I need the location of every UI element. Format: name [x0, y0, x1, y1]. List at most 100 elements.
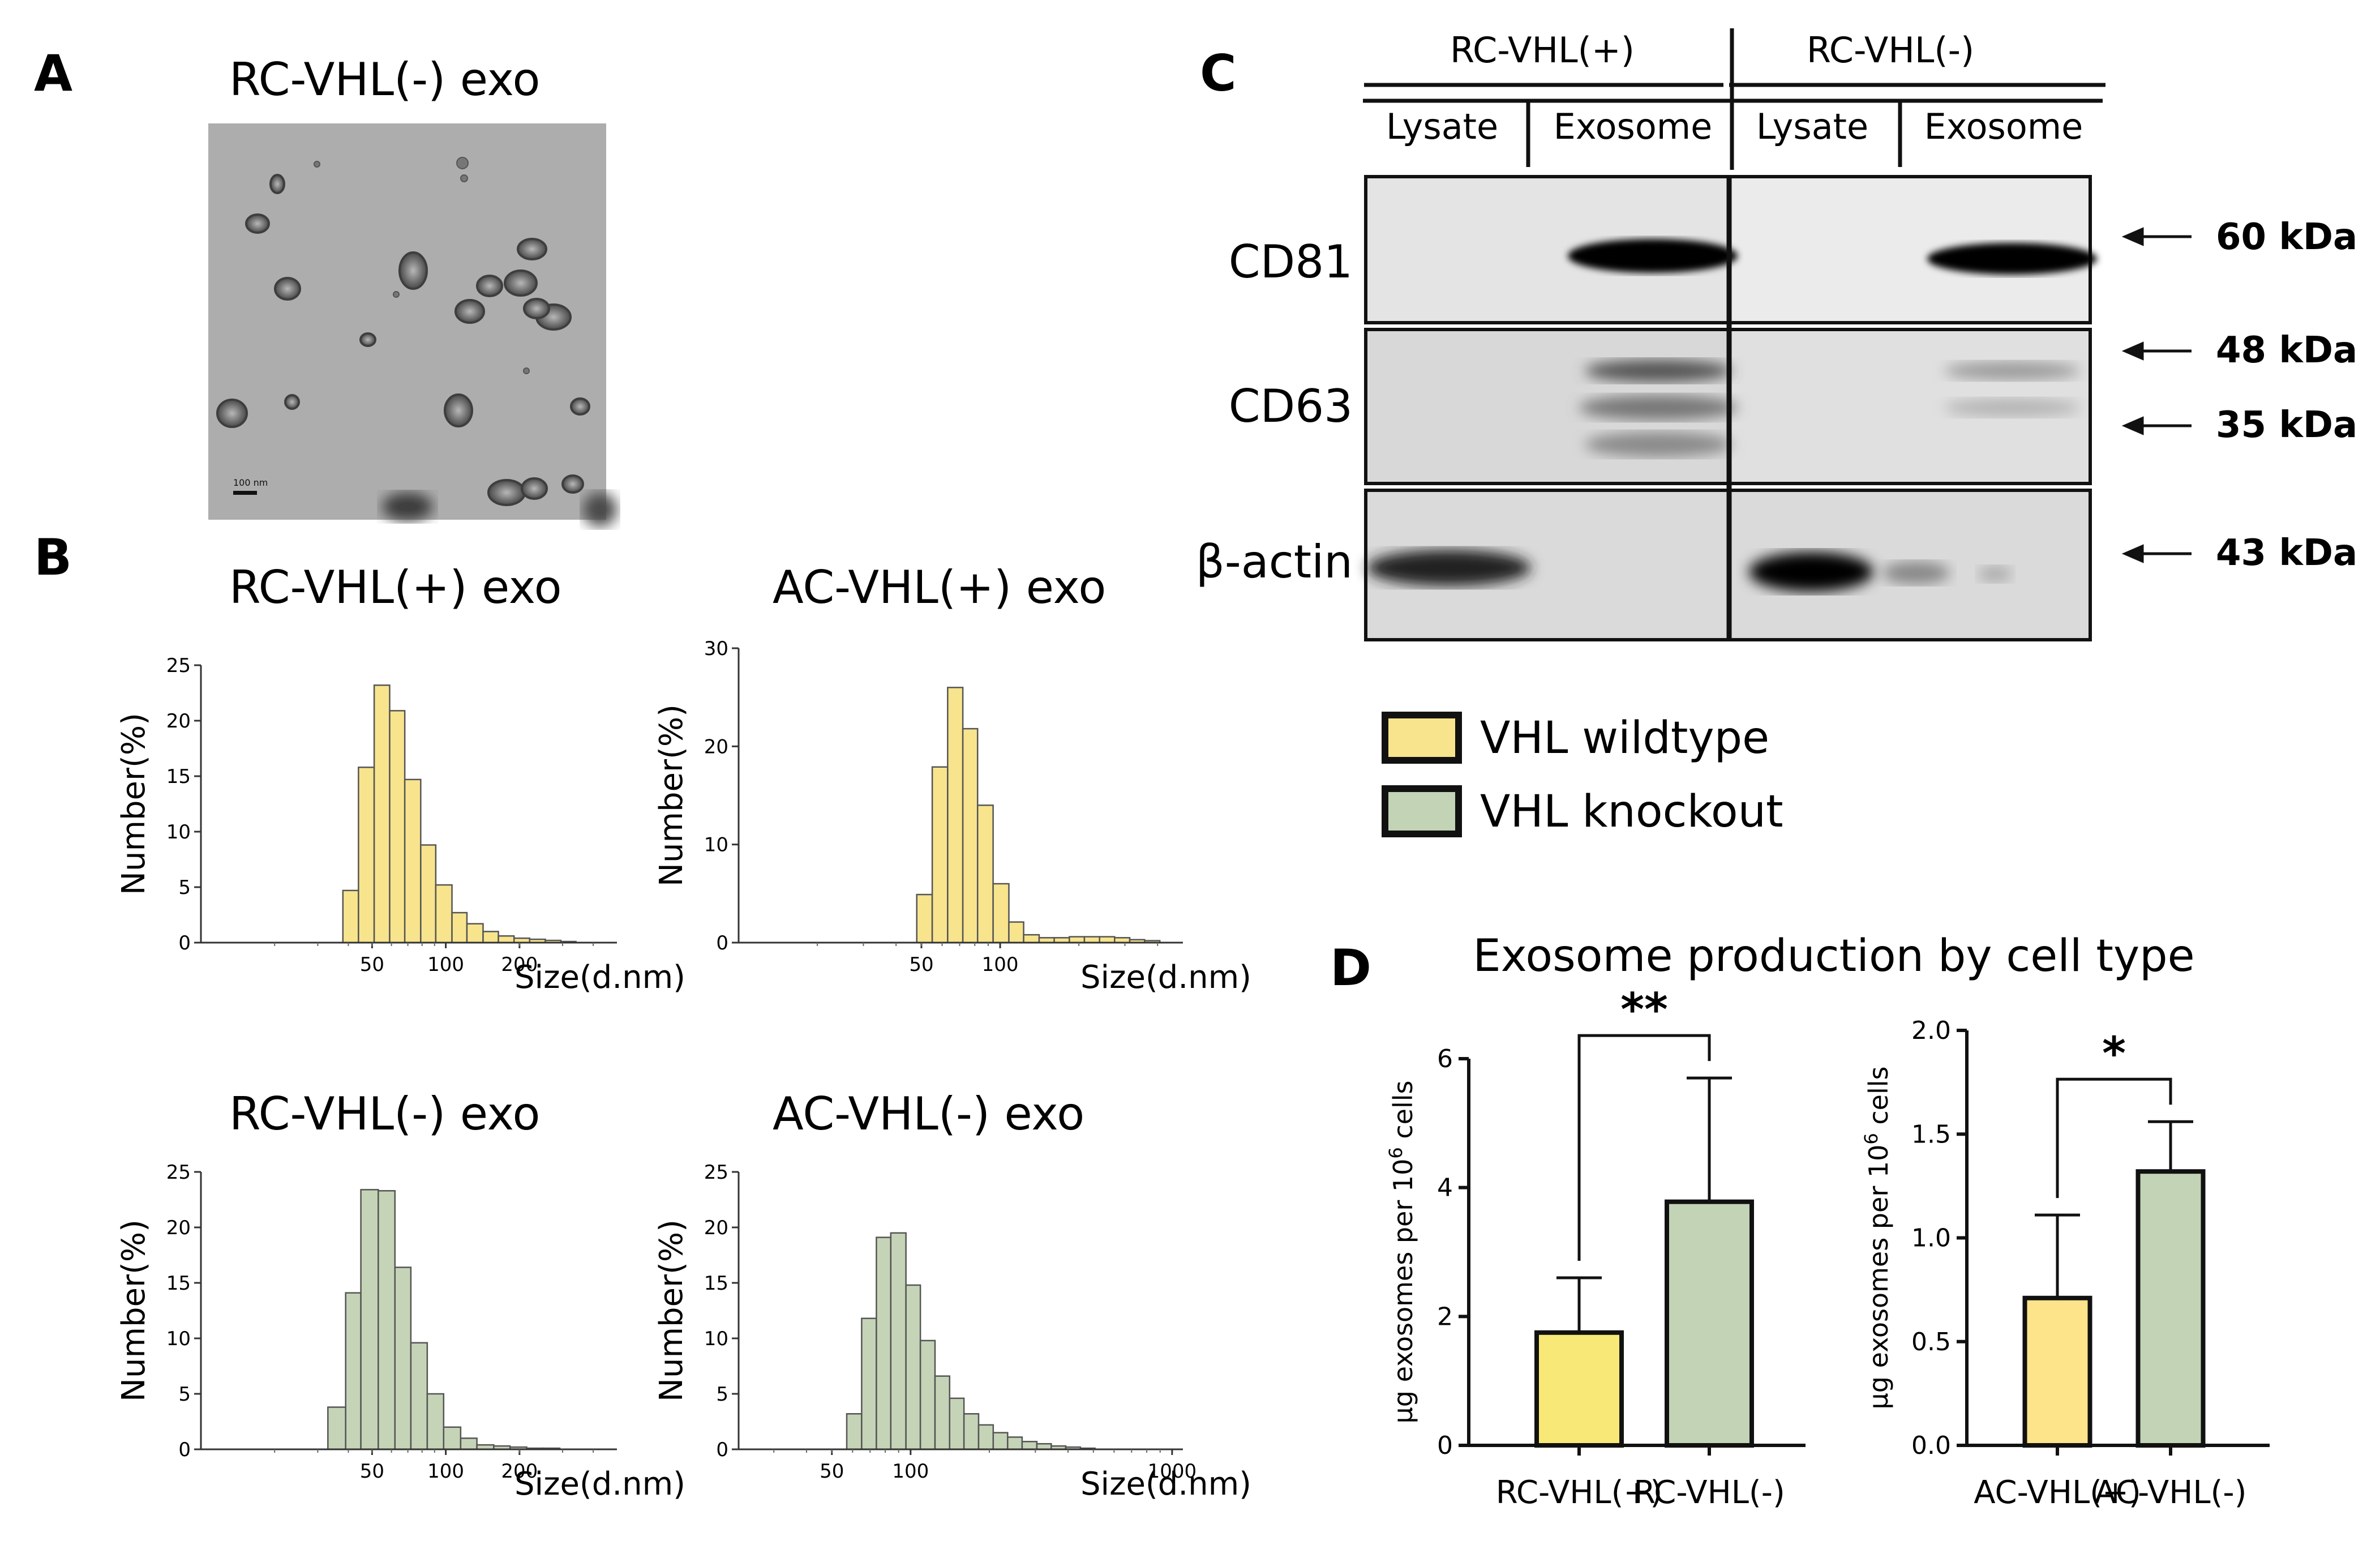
histogram-rc-vhl-plus: RC-VHL(+) exo 0 5 10 15 20 25 50 100 200Size(d.nm… [115, 561, 685, 996]
y-tick-label: 15 [704, 1272, 728, 1295]
y-tick-label: 5 [716, 1383, 728, 1406]
x-tick-label: 100 [982, 953, 1019, 976]
y-axis-label-exponent: 6 [1860, 1133, 1882, 1144]
y-tick-label: 30 [704, 637, 728, 660]
y-tick-label: 0 [178, 932, 191, 955]
y-tick-label: 20 [166, 710, 191, 733]
marker-60kda: 60 kDa [2216, 216, 2357, 258]
y-axis-label-main: μg exosomes per 10 [1388, 1159, 1418, 1424]
western-blot [1364, 175, 2097, 641]
x-tick-label: 100 [427, 1460, 464, 1483]
x-tick-label: 50 [360, 953, 384, 976]
hist-bin [420, 844, 437, 944]
y-tick-label: 5 [178, 1383, 191, 1406]
hist-bin [976, 804, 994, 944]
y-axis-label: Number(%) [115, 1219, 152, 1402]
x-tick-label: 50 [360, 1460, 384, 1483]
panel-a-label: A [34, 44, 72, 102]
y-tick-label: 0 [716, 932, 728, 955]
hist-bin [962, 727, 979, 944]
band-cd81-exosome-1 [1568, 239, 1738, 273]
y-axis-label-unit: cells [1388, 1080, 1418, 1147]
y-tick-label: 25 [166, 1161, 191, 1184]
hist-bin [482, 931, 499, 944]
x-axis-label: Size(d.nm) [514, 959, 685, 996]
hist-bin [846, 1413, 863, 1450]
row-cd81: CD81 [1229, 236, 1353, 288]
band-actin-lysate-1 [1367, 550, 1531, 586]
hist-title: AC-VHL(-) exo [773, 1088, 1084, 1140]
hist-title: RC-VHL(+) exo [229, 561, 562, 614]
y-tick-label: 20 [704, 1217, 728, 1239]
hist-bin [890, 1232, 907, 1450]
hist-bin [1021, 1441, 1038, 1450]
y-tick-label: 4 [1437, 1174, 1453, 1202]
panel-d-title: Exosome production by cell type [1473, 931, 2194, 982]
panel-c-label: C [1200, 44, 1237, 102]
legend: VHL wildtype VHL knockout [1382, 712, 1783, 837]
lane-lysate-2: Lysate [1756, 106, 1868, 147]
hist-bin [931, 766, 949, 944]
hist-bin [435, 884, 453, 944]
hist-title: RC-VHL(-) exo [229, 1088, 540, 1140]
x-tick-label: 1000 [1148, 1460, 1197, 1483]
category-label: RC-VHL(+) [1496, 1474, 1662, 1511]
y-tick-label: 10 [166, 821, 191, 844]
y-tick-label: 15 [166, 1272, 191, 1295]
y-tick-label: 6 [1437, 1045, 1453, 1073]
hist-bin [358, 767, 375, 944]
y-tick-label: 25 [166, 654, 191, 677]
hist-bin [919, 1339, 936, 1450]
y-axis-label: Number(%) [653, 1219, 690, 1402]
bar-chart-ac: AC-VHL(+)AC-VHL(-) 0.0 0.5 1.0 1.5 2.0 * μg exo… [1860, 1016, 2270, 1511]
y-tick-label: 1.5 [1911, 1120, 1951, 1149]
y-axis-label: μg exosomes per 106 cells [1385, 1080, 1418, 1423]
hist-bin [992, 883, 1010, 944]
hist-bin [916, 893, 933, 944]
x-axis-label: Size(d.nm) [514, 1466, 685, 1503]
hist-bin [345, 1292, 362, 1450]
panel-a-title: RC-VHL(-) exo [229, 53, 540, 106]
x-tick-label: 50 [909, 953, 933, 976]
hist-bin [426, 1393, 445, 1450]
scale-bar [233, 491, 257, 495]
panel-b-label: B [34, 528, 72, 587]
y-tick-label: 10 [704, 1328, 728, 1350]
category-label: AC-VHL(+) [1974, 1474, 2141, 1511]
y-tick-label: 20 [166, 1217, 191, 1239]
hist-bin [373, 684, 391, 944]
marker-48kda: 48 kDa [2216, 329, 2357, 371]
lane-lysate-1: Lysate [1386, 106, 1498, 147]
legend-label-knockout: VHL knockout [1480, 786, 1783, 837]
y-tick-label: 0 [1437, 1431, 1453, 1460]
legend-swatch-knockout [1382, 785, 1462, 837]
bar-1 [1665, 1199, 1754, 1448]
y-axis-label: Number(%) [115, 713, 152, 895]
hist-bin [963, 1413, 980, 1450]
hist-bin [378, 1190, 396, 1450]
hist-bin [992, 1432, 1009, 1450]
hist-bin [934, 1375, 951, 1450]
x-axis-label: Size(d.nm) [1080, 959, 1251, 996]
y-axis-label: μg exosomes per 106 cells [1860, 1066, 1894, 1409]
bar-chart-rc: RC-VHL(+)RC-VHL(-) 0 2 4 6 ** μg exosomes per … [1385, 983, 1806, 1511]
y-tick-label: 10 [704, 834, 728, 857]
hist-bin [360, 1189, 379, 1450]
y-tick-label: 1.0 [1911, 1224, 1951, 1253]
category-label: RC-VHL(-) [1633, 1474, 1785, 1511]
y-tick-label: 0.0 [1911, 1431, 1951, 1460]
x-tick-label: 100 [427, 953, 464, 976]
marker-43kda: 43 kDa [2216, 532, 2357, 574]
bar-0 [2022, 1295, 2092, 1448]
x-tick-label: 200 [501, 953, 538, 976]
y-tick-label: 5 [178, 876, 191, 899]
row-cd63: CD63 [1229, 380, 1353, 433]
y-tick-label: 15 [166, 765, 191, 788]
lane-exosome-2: Exosome [1924, 106, 2083, 147]
group-rc-vhl-minus: RC-VHL(-) [1807, 29, 1974, 71]
x-tick-label: 200 [501, 1460, 538, 1483]
western-blot-header: RC-VHL(+) RC-VHL(-) Lysate Exosome Lysat… [1363, 28, 2105, 170]
hist-bin [466, 923, 484, 944]
bar-0 [1534, 1330, 1624, 1448]
